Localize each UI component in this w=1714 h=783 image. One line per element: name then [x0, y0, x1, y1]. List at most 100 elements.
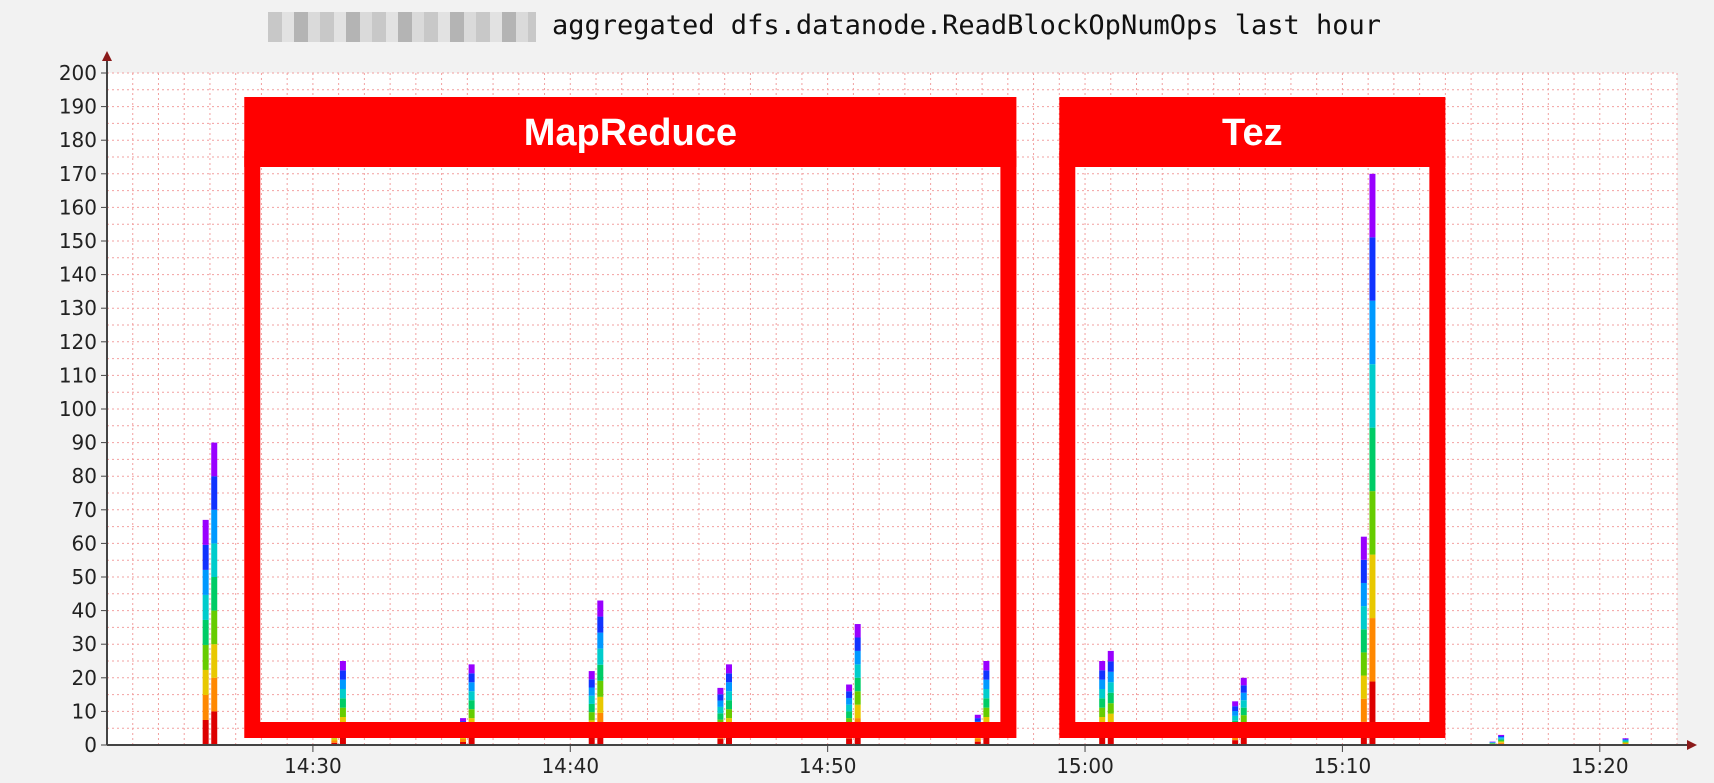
- bar-segment: [1360, 559, 1367, 583]
- bar-segment: [1360, 629, 1367, 653]
- bar-segment: [1360, 606, 1367, 630]
- bar-segment: [983, 698, 990, 708]
- bar-segment: [1232, 701, 1239, 707]
- bar-segment: [460, 742, 467, 745]
- bar-segment: [588, 736, 595, 745]
- bar-segment: [211, 577, 218, 611]
- bar-segment: [1360, 698, 1367, 722]
- bar-segment: [211, 677, 218, 712]
- bar-segment: [1622, 739, 1629, 740]
- annotation-box: MapReduce: [244, 97, 1017, 738]
- bar-segment: [1622, 741, 1629, 743]
- bar-segment: [854, 664, 861, 678]
- bar-segment: [339, 735, 346, 745]
- bar-segment: [846, 684, 853, 692]
- bar-segment: [1622, 742, 1629, 744]
- y-tick-label: 60: [72, 531, 97, 555]
- bar-segment: [211, 543, 218, 577]
- bar-segment: [846, 711, 853, 719]
- bar-segment: [1107, 692, 1114, 704]
- bar-segment: [974, 738, 981, 742]
- bar-segment: [1240, 707, 1247, 716]
- bar-segment: [1498, 737, 1505, 739]
- bar-segment: [854, 691, 861, 705]
- bar-segment: [1369, 554, 1376, 619]
- bar-segment: [468, 664, 475, 674]
- bar-segment: [974, 741, 981, 745]
- bar-segment: [1107, 661, 1114, 672]
- annotations: MapReduce Tez: [244, 97, 1446, 738]
- bar-segment: [1360, 652, 1367, 676]
- bar-segment: [717, 687, 724, 695]
- annotation-label: Tez: [1222, 112, 1283, 154]
- bar-segment: [1498, 740, 1505, 742]
- y-tick-label: 10: [72, 699, 97, 723]
- bar-segment: [1107, 671, 1114, 683]
- y-tick-label: 100: [59, 397, 97, 421]
- y-tick-label: 30: [72, 632, 97, 656]
- bar-segment: [588, 679, 595, 688]
- bar-segment: [597, 680, 604, 697]
- x-tick-label: 14:50: [799, 754, 857, 778]
- bar-segment: [597, 616, 604, 633]
- bar-segment: [1232, 715, 1239, 721]
- bar-segment: [846, 691, 853, 698]
- bar-segment: [588, 695, 595, 704]
- x-tick-label: 15:00: [1056, 754, 1114, 778]
- bar-segment: [468, 691, 475, 701]
- y-tick-label: 110: [59, 363, 97, 387]
- bar-segment: [339, 670, 346, 680]
- bar-segment: [1107, 734, 1114, 745]
- bar-segment: [202, 719, 209, 745]
- bar-segment: [846, 704, 853, 712]
- bar: [1498, 734, 1505, 745]
- bar-segment: [597, 664, 604, 681]
- axes: [102, 51, 1697, 750]
- bar-segment: [331, 742, 338, 745]
- bar-segment: [460, 718, 467, 722]
- bar-segment: [1498, 739, 1505, 741]
- chart-title-bar: aggregated dfs.datanode.ReadBlockOpNumOp…: [0, 8, 1714, 48]
- bar-segment: [1369, 173, 1376, 238]
- bar-segment: [339, 661, 346, 671]
- bar-segment: [1099, 689, 1106, 699]
- bar-segment: [846, 718, 853, 725]
- bar-segment: [717, 738, 724, 745]
- bar-segment: [725, 709, 732, 719]
- bar-segment: [854, 704, 861, 719]
- bar-segment: [1498, 742, 1505, 744]
- x-tick-label: 15:10: [1314, 754, 1372, 778]
- bar: [1622, 738, 1629, 745]
- bar-segment: [1622, 738, 1629, 740]
- bar-segment: [983, 717, 990, 727]
- bar-segment: [468, 673, 475, 683]
- y-tick-label: 40: [72, 599, 97, 623]
- bar-segment: [1622, 743, 1629, 745]
- bar-segment: [1498, 741, 1505, 743]
- bar-segment: [588, 712, 595, 721]
- y-tick-label: 160: [59, 195, 97, 219]
- bar-segment: [854, 637, 861, 651]
- bar-segment: [211, 509, 218, 544]
- bar-segment: [1232, 706, 1239, 712]
- bar-segment: [202, 519, 209, 545]
- bar-segment: [1107, 650, 1114, 662]
- redacted-cluster-name: [268, 12, 536, 42]
- y-tick-label: 80: [72, 464, 97, 488]
- y-tick-label: 130: [59, 296, 97, 320]
- bar-segment: [1498, 736, 1505, 738]
- bar-segment: [211, 442, 218, 477]
- bar-segment: [211, 711, 218, 745]
- y-tick-label: 150: [59, 229, 97, 253]
- bar-segment: [211, 610, 218, 645]
- chart-title: aggregated dfs.datanode.ReadBlockOpNumOp…: [552, 10, 1382, 41]
- bar-segment: [983, 689, 990, 699]
- bar: [202, 519, 209, 745]
- bar-segment: [1099, 717, 1106, 727]
- bar-segment: [983, 661, 990, 671]
- bar-segment: [1099, 670, 1106, 680]
- y-tick-label: 20: [72, 666, 97, 690]
- y-tick-label: 90: [72, 431, 97, 455]
- x-tick-label: 14:40: [541, 754, 599, 778]
- annotation-header: [244, 97, 1017, 167]
